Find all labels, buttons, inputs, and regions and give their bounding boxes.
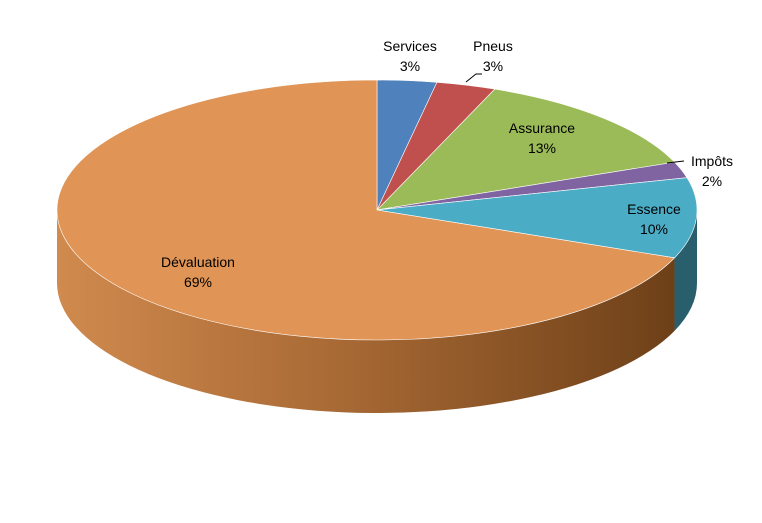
- slice-label: Services: [383, 38, 437, 54]
- slice-percent: 3%: [483, 58, 503, 74]
- slice-percent: 69%: [184, 274, 212, 290]
- slice-label: Pneus: [473, 38, 513, 54]
- data-label-services: Services 3%: [383, 38, 437, 74]
- data-label-devaluation: Dévaluation 69%: [161, 254, 235, 290]
- slice-label: Assurance: [509, 120, 575, 136]
- slice-percent: 3%: [400, 58, 420, 74]
- pie-slice-essence: [376, 177, 698, 259]
- slice-label: Impôts: [691, 153, 733, 169]
- pie-slice-assurance: [376, 88, 676, 211]
- slice-label: Essence: [627, 201, 681, 217]
- data-labels: Services 3% Pneus 3% Assurance 13% Impôts 2% Ess…: [161, 38, 733, 290]
- pie-side-essence: [674, 210, 697, 331]
- slice-percent: 2%: [702, 173, 722, 189]
- pie-slice-devaluation: [56, 79, 676, 341]
- data-label-impots: Impôts 2%: [691, 153, 733, 189]
- pie-side-devaluation: [57, 210, 675, 414]
- data-label-pneus: Pneus 3%: [473, 38, 513, 74]
- leader-line-pneus: [465, 73, 482, 83]
- data-label-essence: Essence 10%: [627, 201, 681, 237]
- leader-line-impots: [666, 160, 685, 164]
- slice-label: Dévaluation: [161, 254, 235, 270]
- pie-top-layer: [56, 79, 698, 341]
- leader-lines: [465, 73, 685, 164]
- pie-side-layer: [57, 210, 697, 414]
- data-label-assurance: Assurance 13%: [509, 120, 575, 156]
- slice-percent: 10%: [640, 221, 668, 237]
- slice-percent: 13%: [528, 140, 556, 156]
